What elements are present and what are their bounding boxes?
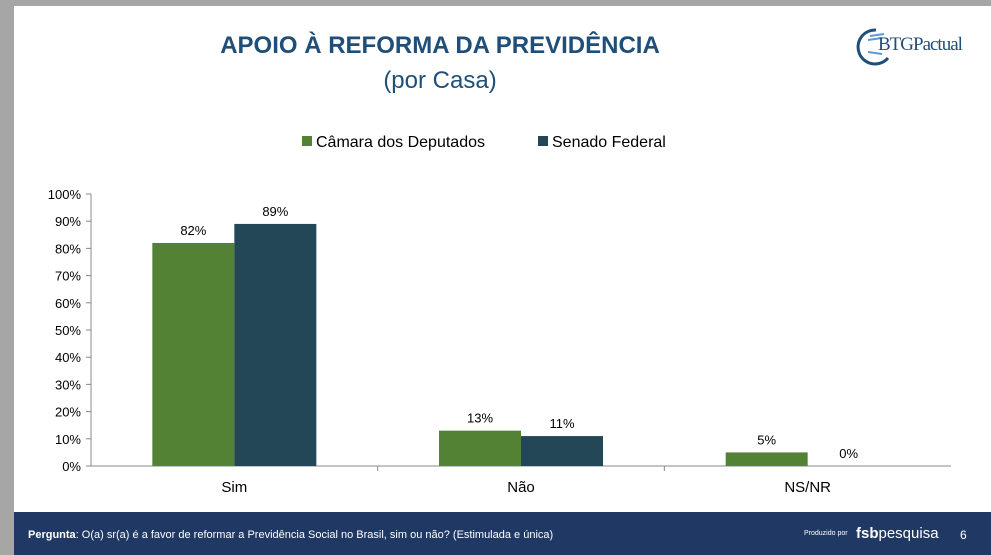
y-tick-label: 70% bbox=[55, 269, 81, 284]
logo-text: BTGPactual bbox=[878, 34, 963, 55]
bar-0 bbox=[725, 452, 808, 466]
legend-swatch bbox=[538, 136, 548, 146]
y-tick-label: 80% bbox=[55, 241, 81, 256]
data-label: 5% bbox=[757, 432, 776, 447]
y-tick-label: 40% bbox=[55, 350, 81, 365]
brand-rest: pesquisa bbox=[878, 525, 939, 542]
bar-1 bbox=[521, 436, 603, 466]
data-label: 13% bbox=[467, 411, 493, 426]
data-label: 82% bbox=[180, 223, 206, 238]
legend-swatch bbox=[302, 136, 312, 146]
y-tick-label: 20% bbox=[55, 405, 81, 420]
page-number: 6 bbox=[960, 528, 967, 542]
x-tick-label: Não bbox=[507, 479, 535, 496]
top-border bbox=[0, 0, 991, 6]
data-label: 0% bbox=[839, 446, 858, 461]
produced-by: Produzido por bbox=[804, 530, 848, 537]
chart-title: APOIO À REFORMA DA PREVIDÊNCIA bbox=[220, 32, 660, 59]
question-body: : O(a) sr(a) é a favor de reformar a Pre… bbox=[75, 529, 554, 541]
question-label: Pergunta bbox=[28, 529, 76, 541]
data-label: 89% bbox=[262, 204, 288, 219]
legend-label: Senado Federal bbox=[552, 134, 666, 151]
y-tick-label: 60% bbox=[55, 296, 81, 311]
footer-bar: Pergunta: O(a) sr(a) é a favor de reform… bbox=[14, 512, 991, 555]
y-tick-label: 90% bbox=[55, 214, 81, 229]
bar-chart: 0% 10% 20% 30% 40% 50% 60% 70% 80% 90% 100% Sim 82% 8… bbox=[48, 134, 951, 496]
left-border bbox=[0, 0, 14, 555]
bar-1 bbox=[234, 223, 317, 466]
question-text: Pergunta: O(a) sr(a) é a favor de reform… bbox=[28, 529, 553, 541]
y-tick-label: 100% bbox=[48, 187, 82, 202]
y-tick-label: 0% bbox=[62, 459, 81, 474]
bar-0 bbox=[439, 430, 521, 466]
chart-subtitle: (por Casa) bbox=[383, 67, 497, 94]
legend-label: Câmara dos Deputados bbox=[316, 134, 485, 151]
y-tick-label: 30% bbox=[55, 377, 81, 392]
bar-0 bbox=[152, 242, 235, 466]
x-tick-label: NS/NR bbox=[784, 479, 831, 496]
y-tick-label: 50% bbox=[55, 323, 81, 338]
brand-bold: fsb bbox=[856, 525, 879, 542]
data-label: 11% bbox=[549, 416, 574, 431]
fsb-logo: fsbpesquisa bbox=[856, 525, 939, 542]
y-tick-label: 10% bbox=[55, 432, 81, 447]
logo-swoosh-icon bbox=[856, 28, 890, 66]
btg-logo: BTGPactual bbox=[852, 26, 972, 66]
x-tick-label: Sim bbox=[221, 479, 247, 496]
